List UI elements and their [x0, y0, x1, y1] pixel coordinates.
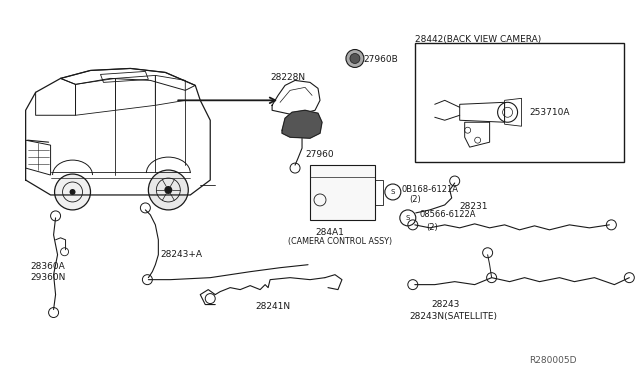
Text: 28360A: 28360A	[31, 262, 65, 271]
Circle shape	[148, 170, 188, 210]
Bar	[375, 180, 383, 205]
Text: S: S	[390, 189, 395, 195]
Text: 08566-6122A: 08566-6122A	[420, 210, 476, 219]
Text: 28228N: 28228N	[270, 73, 305, 83]
Text: 27960B: 27960B	[363, 55, 397, 64]
Text: 28243+A: 28243+A	[161, 250, 202, 259]
Polygon shape	[282, 110, 322, 138]
Text: 284A1: 284A1	[315, 228, 344, 237]
Circle shape	[70, 189, 76, 195]
Text: 29360N: 29360N	[31, 273, 66, 282]
Text: 28243N(SATELLITE): 28243N(SATELLITE)	[410, 311, 498, 321]
Bar	[415, 42, 625, 162]
Circle shape	[346, 49, 364, 67]
Circle shape	[350, 54, 360, 64]
Text: 27960: 27960	[305, 150, 333, 159]
Text: (2): (2)	[409, 195, 420, 204]
Circle shape	[164, 186, 172, 194]
Text: 28442(BACK VIEW CAMERA): 28442(BACK VIEW CAMERA)	[415, 35, 541, 44]
Text: 253710A: 253710A	[529, 108, 570, 117]
Text: R280005D: R280005D	[529, 356, 577, 365]
Text: (CAMERA CONTROL ASSY): (CAMERA CONTROL ASSY)	[288, 237, 392, 246]
Text: 28243: 28243	[432, 299, 460, 309]
Text: S: S	[406, 215, 410, 221]
Text: 28231: 28231	[460, 202, 488, 211]
Text: 28241N: 28241N	[255, 302, 291, 311]
Circle shape	[54, 174, 90, 210]
Text: 0B168-6121A: 0B168-6121A	[402, 185, 459, 194]
Bar	[310, 165, 375, 220]
Text: (2): (2)	[426, 223, 438, 232]
